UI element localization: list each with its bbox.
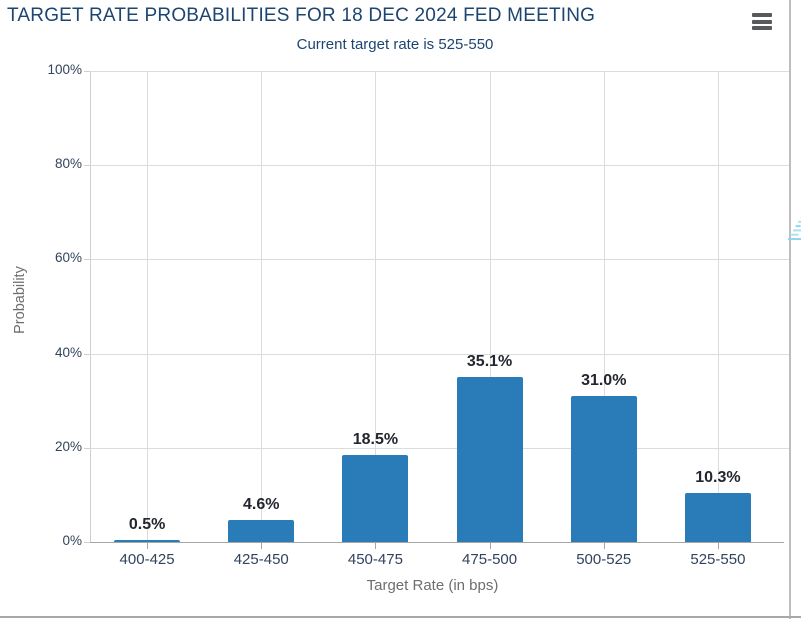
bar-value-label: 35.1% <box>466 352 513 370</box>
watermark-stripe <box>795 225 801 228</box>
chart-subtitle: Current target rate is 525-550 <box>296 36 494 53</box>
y-tick-label: 20% <box>54 438 82 454</box>
hamburger-icon <box>752 19 772 24</box>
hamburger-icon <box>752 26 772 31</box>
page-right-border <box>789 0 791 619</box>
h-gridline <box>90 259 789 261</box>
probability-bar[interactable] <box>684 493 751 542</box>
bar-value-label: 18.5% <box>352 430 399 448</box>
hamburger-icon <box>752 13 772 18</box>
x-tick-label: 425-450 <box>233 551 289 568</box>
h-gridline <box>90 447 789 449</box>
y-tick-mark <box>84 542 90 543</box>
y-tick-label: 0% <box>62 533 82 548</box>
y-tick-mark <box>84 353 90 355</box>
plot-area: Q <box>90 71 801 542</box>
chart-context-menu-button[interactable] <box>749 11 775 35</box>
v-gridline <box>261 71 263 542</box>
x-tick-label: 450-475 <box>347 551 403 568</box>
probability-bar[interactable] <box>342 454 409 542</box>
bar-value-label: 31.0% <box>581 371 627 389</box>
x-axis-title: Target Rate (in bps) <box>366 577 499 594</box>
h-gridline <box>90 71 789 72</box>
v-gridline <box>489 71 491 542</box>
watermark-stripe <box>793 229 801 232</box>
y-tick-mark <box>84 447 90 449</box>
y-tick-mark <box>84 259 90 261</box>
x-tick-mark <box>261 543 263 549</box>
chart-title: TARGET RATE PROBABILITIES FOR 18 DEC 202… <box>7 5 596 26</box>
y-tick-mark <box>84 165 90 167</box>
h-gridline <box>90 353 789 355</box>
y-tick-label: 60% <box>54 250 82 266</box>
v-gridline <box>147 71 149 542</box>
v-gridline <box>375 71 377 542</box>
y-tick-label: 40% <box>54 344 82 360</box>
bar-value-label: 10.3% <box>695 469 741 487</box>
x-axis-line <box>90 542 784 543</box>
bar-value-label: 4.6% <box>243 496 280 514</box>
x-tick-mark <box>717 543 719 549</box>
v-gridline <box>717 71 719 542</box>
probability-bar[interactable] <box>570 395 637 542</box>
v-gridline <box>603 71 605 542</box>
probability-bar[interactable] <box>456 376 523 542</box>
x-tick-label: 400-425 <box>119 551 175 568</box>
h-gridline <box>90 165 789 167</box>
x-tick-mark <box>489 543 491 549</box>
probability-bar[interactable] <box>114 539 181 542</box>
y-tick-label: 100% <box>47 62 82 77</box>
y-tick-label: 80% <box>54 156 82 172</box>
y-axis-line <box>90 71 91 542</box>
quikstrike-logo-watermark: Q <box>788 216 801 240</box>
x-tick-mark <box>603 543 605 549</box>
page-bottom-border <box>0 616 801 618</box>
y-tick-mark <box>84 71 90 72</box>
x-tick-label: 475-500 <box>462 551 518 568</box>
x-tick-mark <box>375 543 377 549</box>
probability-bar[interactable] <box>228 520 295 542</box>
x-tick-label: 500-525 <box>576 551 632 568</box>
x-tick-mark <box>147 543 149 549</box>
bar-value-label: 0.5% <box>128 515 166 533</box>
watermark-stripe <box>790 233 799 236</box>
x-tick-label: 525-550 <box>690 551 746 568</box>
